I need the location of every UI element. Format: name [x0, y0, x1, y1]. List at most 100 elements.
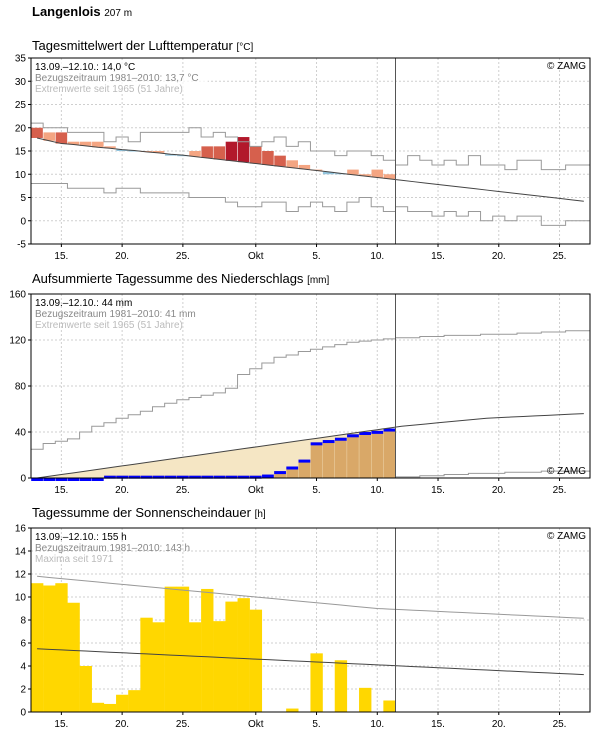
x-tick-label: Okt	[248, 719, 264, 729]
precipitation-deficit-bar	[310, 442, 323, 478]
precipitation-observed-mark	[298, 459, 311, 463]
x-tick-label: 25.	[176, 251, 190, 262]
sunshine-bar	[55, 583, 68, 712]
temperature-unit: [°C]	[236, 42, 254, 53]
temperature-anomaly-bar	[383, 174, 396, 179]
info-line: 13.09.–12.10.: 155 h	[35, 532, 127, 543]
precipitation-observed-mark	[152, 475, 165, 479]
sunshine-bar	[140, 617, 153, 712]
temperature-anomaly-bar	[43, 132, 55, 141]
x-tick-label: 25.	[553, 485, 567, 496]
x-tick-label: 25.	[176, 485, 190, 496]
precipitation-observed-mark	[128, 475, 141, 479]
sunshine-unit: [h]	[254, 509, 266, 520]
precipitation-observed-mark	[177, 475, 189, 479]
sunshine-bar	[213, 621, 226, 712]
temperature-anomaly-bar	[116, 149, 128, 151]
temperature-anomaly-bar	[371, 169, 384, 178]
temperature-anomaly-bar	[322, 171, 335, 175]
y-tick-label: -5	[17, 240, 26, 251]
temperature-anomaly-bar	[201, 146, 213, 158]
sunshine-bar	[188, 622, 202, 712]
copyright-label: © ZAMG	[547, 61, 586, 72]
temperature-normal-line	[36, 137, 584, 202]
station-elevation: 207 m	[104, 8, 133, 19]
precipitation-observed-mark	[189, 475, 201, 479]
temperature-max-extreme-line	[31, 122, 590, 171]
precipitation-observed-mark	[43, 478, 56, 481]
precipitation-observed-mark	[310, 442, 323, 446]
temperature-anomaly-bar	[298, 164, 311, 170]
sunshine-bar	[334, 660, 348, 712]
temperature-anomaly-bar	[31, 127, 43, 138]
y-tick-label: 2	[20, 685, 26, 696]
info-line: Bezugszeitraum 1981–2010: 143 h	[35, 543, 190, 554]
precipitation-observed-mark	[225, 475, 238, 479]
precipitation-title: Aufsummierte Tagessumme des Niederschlag…	[32, 271, 304, 286]
precipitation-deficit-bar	[371, 430, 384, 478]
precipitation-observed-mark	[67, 478, 80, 481]
precipitation-observed-mark	[164, 475, 177, 479]
x-tick-label: 15.	[54, 485, 68, 496]
info-line: Extremwerte seit 1965 (51 Jahre)	[35, 84, 183, 95]
temperature-anomaly-bar	[189, 151, 201, 157]
copyright-label: © ZAMG	[547, 466, 586, 477]
info-line: Extremwerte seit 1965 (51 Jahre)	[35, 320, 183, 331]
precipitation-observed-mark	[347, 434, 359, 438]
sunshine-maxima-line	[37, 575, 584, 619]
sunshine-bar	[152, 622, 165, 712]
x-tick-label: 25.	[553, 719, 567, 729]
info-line: 13.09.–12.10.: 44 mm	[35, 298, 132, 309]
temperature-title: Tagesmittelwert der Lufttemperatur	[32, 38, 233, 53]
sunshine-bar	[67, 602, 80, 712]
x-tick-label: 15.	[431, 251, 445, 262]
x-tick-label: 20.	[492, 485, 506, 496]
precipitation-observed-mark	[91, 478, 104, 481]
x-tick-label: 20.	[115, 719, 129, 729]
precipitation-observed-mark	[140, 475, 153, 479]
x-tick-label: 5.	[312, 251, 320, 262]
x-tick-label: 25.	[176, 719, 190, 729]
y-tick-label: 40	[15, 428, 27, 439]
temperature-anomaly-bar	[104, 146, 116, 149]
sunshine-bar	[31, 583, 44, 712]
sunshine-bar	[310, 653, 323, 712]
copyright-label: © ZAMG	[547, 531, 586, 542]
precipitation-deficit-bar	[334, 437, 347, 478]
temperature-anomaly-bar	[359, 174, 371, 177]
temperature-anomaly-bar	[79, 141, 92, 146]
y-tick-label: 5	[20, 193, 26, 204]
station-name: Langenlois	[32, 4, 101, 19]
x-tick-label: 15.	[54, 719, 68, 729]
precipitation-unit: [mm]	[307, 275, 330, 286]
info-line: Bezugszeitraum 1981–2010: 13,7 °C	[35, 73, 199, 84]
temperature-anomaly-bar	[347, 169, 359, 175]
precipitation-deficit-bar	[383, 428, 396, 478]
panel-title-precipitation: Aufsummierte Tagessumme des Niederschlag…	[32, 271, 329, 286]
y-tick-label: 0	[20, 216, 26, 227]
y-tick-label: 160	[9, 290, 26, 301]
y-tick-label: 10	[15, 170, 27, 181]
sunshine-bar	[128, 690, 141, 712]
sunshine-bar	[237, 598, 250, 712]
precipitation-observed-mark	[383, 428, 396, 432]
x-tick-label: 20.	[492, 251, 506, 262]
y-tick-label: 25	[15, 100, 27, 111]
y-tick-label: 0	[20, 708, 26, 719]
y-tick-label: 14	[15, 547, 27, 558]
temperature-anomaly-bar	[274, 155, 286, 167]
sunshine-bar	[383, 700, 396, 712]
sunshine-bar	[176, 586, 190, 712]
y-tick-label: 120	[9, 336, 26, 347]
sunshine-bar	[225, 601, 238, 712]
info-backdrop	[33, 61, 150, 72]
precipitation-observed-mark	[274, 471, 286, 475]
x-tick-label: Okt	[248, 485, 264, 496]
y-tick-label: 80	[15, 382, 27, 393]
y-tick-label: 16	[15, 524, 27, 535]
temperature-anomaly-bar	[55, 132, 68, 144]
precipitation-observed-mark	[116, 475, 128, 479]
sunshine-bar	[116, 694, 129, 712]
precipitation-observed-mark	[334, 437, 347, 441]
